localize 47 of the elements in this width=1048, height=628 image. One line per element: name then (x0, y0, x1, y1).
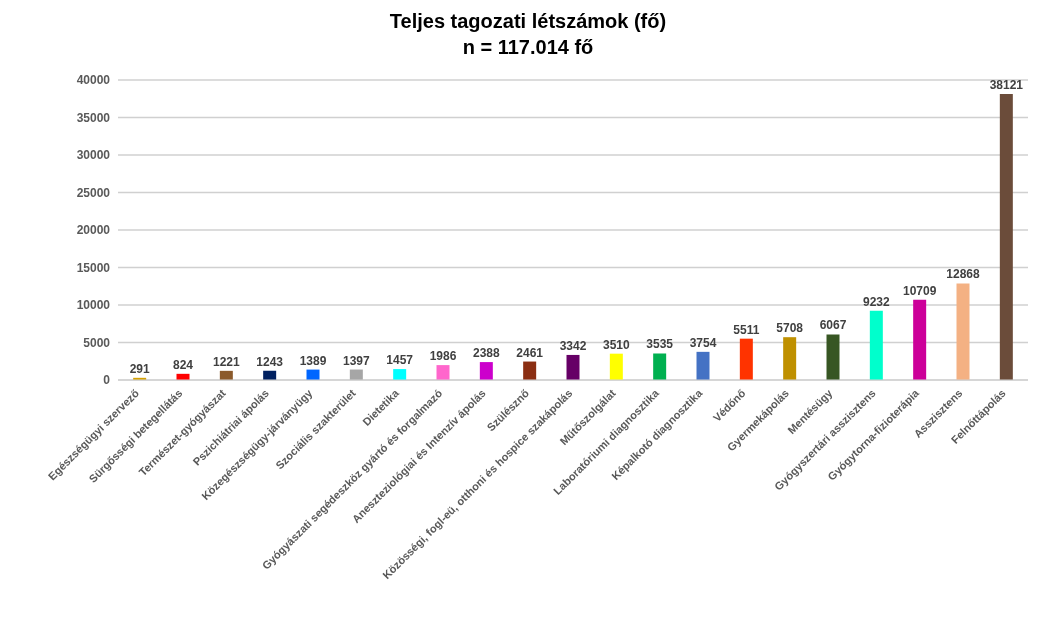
data-label: 1389 (299, 353, 327, 368)
y-tick-label: 5000 (83, 335, 111, 350)
data-label: 291 (129, 361, 150, 376)
data-label: 2388 (472, 346, 500, 361)
data-label: 3510 (602, 337, 630, 352)
data-label: 1221 (212, 354, 240, 369)
data-label: 3535 (646, 337, 674, 352)
data-label: 2461 (516, 345, 544, 360)
y-tick-label: 20000 (76, 223, 111, 238)
chart-subtitle: n = 117.014 fő (461, 35, 595, 60)
y-tick-label: 10000 (76, 298, 111, 313)
bar (956, 283, 970, 380)
data-label: 3754 (689, 335, 717, 350)
chart-title: Teljes tagozati létszámok (fő) (388, 9, 668, 34)
bar (653, 353, 667, 380)
data-label: 5511 (733, 322, 760, 337)
bar (393, 369, 407, 380)
y-tick-label: 0 (103, 373, 111, 388)
bar (783, 337, 797, 380)
bar (739, 338, 753, 380)
data-label: 1243 (256, 354, 284, 369)
data-label: 5708 (776, 321, 804, 336)
data-label: 1397 (342, 353, 370, 368)
data-label: 1457 (386, 353, 414, 368)
y-tick-label: 40000 (76, 73, 111, 88)
data-label: 6067 (819, 318, 847, 333)
bar (826, 334, 840, 380)
y-tick-label: 30000 (76, 148, 111, 163)
data-label: 3342 (559, 338, 587, 353)
data-label: 38121 (989, 78, 1024, 93)
bar (523, 361, 537, 380)
bar (869, 310, 883, 380)
data-label: 10709 (902, 283, 937, 298)
data-label: 1986 (429, 349, 457, 364)
bar (913, 299, 927, 380)
bar (436, 365, 450, 380)
y-tick-label: 35000 (76, 110, 111, 125)
data-label: 12868 (946, 267, 981, 282)
y-tick-label: 15000 (76, 260, 111, 275)
data-label: 824 (172, 357, 194, 372)
bar (999, 94, 1013, 380)
bar (609, 353, 623, 380)
data-label: 9232 (862, 294, 890, 309)
bar (479, 362, 493, 380)
bar (696, 351, 710, 380)
bar (566, 354, 580, 380)
y-tick-label: 25000 (76, 185, 111, 200)
